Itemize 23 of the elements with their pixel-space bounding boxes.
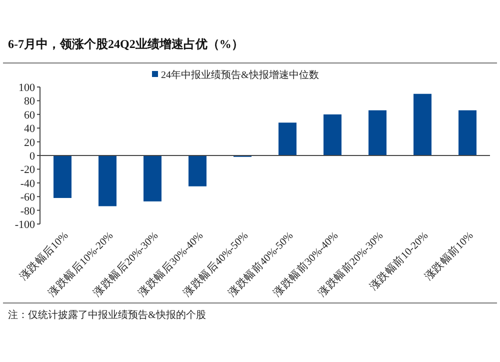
bar bbox=[98, 156, 116, 206]
y-tick-label: -40 bbox=[20, 178, 36, 190]
bar bbox=[458, 110, 476, 156]
bar bbox=[144, 156, 162, 202]
y-tick-label: 20 bbox=[24, 136, 36, 149]
bar bbox=[368, 110, 386, 156]
bar bbox=[188, 156, 206, 186]
y-tick-label: 80 bbox=[24, 96, 36, 108]
y-tick-label: 60 bbox=[24, 109, 36, 122]
bar bbox=[414, 94, 432, 156]
bar bbox=[278, 122, 296, 156]
bar bbox=[324, 114, 342, 156]
text: 注：仅统计披露了中报业绩预告&快报的个股 bbox=[8, 309, 206, 321]
y-tick-label: 0 bbox=[30, 150, 36, 162]
y-tick-label: -80 bbox=[20, 205, 36, 218]
y-tick-label: -100 bbox=[14, 219, 36, 231]
y-tick-label: -20 bbox=[20, 164, 36, 176]
y-tick-label: 40 bbox=[24, 123, 36, 136]
y-tick-label: -60 bbox=[20, 192, 36, 204]
y-tick-label: 100 bbox=[18, 82, 36, 94]
bar bbox=[54, 156, 72, 198]
legend-label: 24年中报业绩预告&快报增速中位数 bbox=[161, 69, 319, 81]
chart-title: 6-7月中，领涨个股24Q2业绩增速占优（%） bbox=[8, 37, 244, 51]
